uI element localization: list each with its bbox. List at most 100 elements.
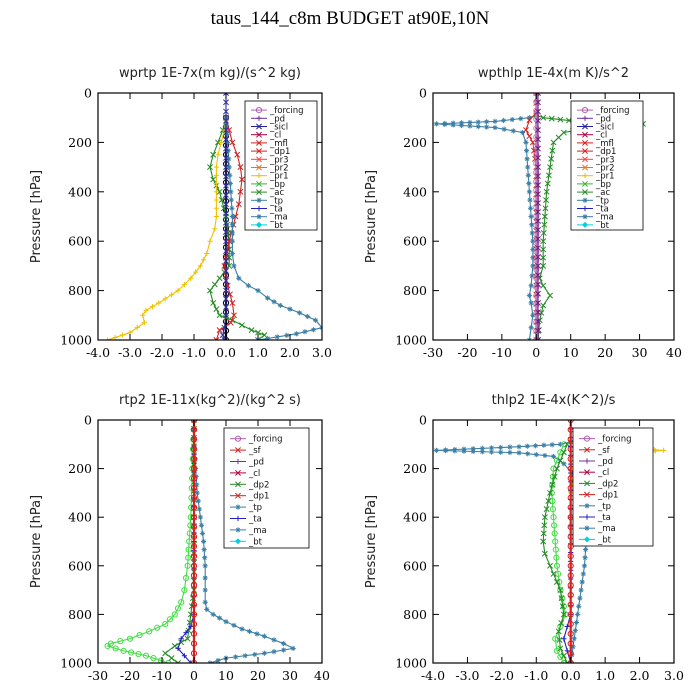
legend-marker xyxy=(256,156,262,163)
data-point xyxy=(190,494,198,501)
data-point xyxy=(223,295,229,302)
legend-marker xyxy=(256,115,262,121)
data-point xyxy=(202,587,208,593)
data-point xyxy=(242,653,248,659)
data-point xyxy=(190,650,198,657)
data-point xyxy=(541,221,548,228)
y-tick-label: 1000 xyxy=(60,333,92,348)
data-point xyxy=(535,299,541,306)
data-point xyxy=(190,630,198,637)
data-point xyxy=(231,263,237,269)
data-point xyxy=(528,325,534,331)
data-point xyxy=(248,327,255,334)
legend-marker xyxy=(256,197,262,203)
legend-marker xyxy=(584,503,590,509)
panel-title: wpthlp 1E-4x(m K)/s^2 xyxy=(478,66,629,81)
data-point xyxy=(223,248,229,255)
legend-label: _pr1 xyxy=(269,172,289,182)
data-point xyxy=(529,273,535,279)
data-point xyxy=(223,228,229,235)
data-point xyxy=(553,465,560,472)
data-point xyxy=(525,164,531,170)
data-point xyxy=(541,442,547,448)
x-tick-label: -20 xyxy=(120,668,140,683)
y-tick-label: 1000 xyxy=(395,333,427,348)
data-point xyxy=(535,164,541,171)
data-point xyxy=(190,504,198,511)
data-point xyxy=(567,572,574,579)
legend-marker xyxy=(582,156,588,163)
x-tick-label: -30 xyxy=(88,668,108,683)
y-tick-label: 200 xyxy=(403,135,427,150)
plot-frame xyxy=(97,92,323,341)
legend-marker xyxy=(256,131,262,138)
data-point xyxy=(223,191,229,198)
data-point xyxy=(190,455,198,462)
legend-marker xyxy=(235,458,241,465)
data-point xyxy=(178,636,184,642)
data-point xyxy=(223,99,229,106)
data-point xyxy=(567,601,574,608)
data-point xyxy=(223,154,229,161)
data-point xyxy=(313,317,319,323)
data-point xyxy=(535,218,541,224)
data-point xyxy=(274,334,280,340)
data-point xyxy=(492,124,498,131)
legend-label: _forcing xyxy=(597,435,632,445)
legend-label: _dp1 xyxy=(269,147,290,157)
data-point xyxy=(498,444,504,451)
y-tick-label: 400 xyxy=(68,510,92,525)
data-point xyxy=(237,188,244,195)
data-point xyxy=(547,164,554,171)
data-point xyxy=(185,546,192,553)
legend-label: _tp xyxy=(248,503,262,513)
data-point xyxy=(526,292,532,299)
data-point xyxy=(207,238,213,244)
data-point xyxy=(526,115,532,121)
data-point xyxy=(154,624,161,631)
y-tick-label: 600 xyxy=(403,558,427,573)
chart-panel-3: rtp2 1E-11x(kg^2)/(kg^2 s) Pressure [hPa]… xyxy=(29,393,330,683)
data-point xyxy=(467,123,473,129)
legend-label: _pr1 xyxy=(595,172,615,182)
data-point xyxy=(535,327,541,334)
data-point xyxy=(185,554,192,561)
x-tick-label: -10 xyxy=(152,668,172,683)
data-point xyxy=(535,127,541,134)
data-point xyxy=(175,660,181,663)
data-point xyxy=(488,445,495,451)
data-point xyxy=(223,164,229,171)
data-point xyxy=(467,119,473,126)
data-point xyxy=(202,599,208,605)
series-group xyxy=(105,93,322,340)
data-point xyxy=(550,465,557,472)
data-point xyxy=(535,117,541,124)
legend-marker xyxy=(256,148,262,155)
x-tick-label: 3.0 xyxy=(312,345,332,360)
data-point xyxy=(169,292,175,298)
data-point xyxy=(112,334,118,340)
legend-marker xyxy=(584,514,590,520)
data-point xyxy=(528,213,534,220)
data-point xyxy=(461,448,467,454)
data-point xyxy=(211,281,218,288)
y-tick-label: 0 xyxy=(84,413,92,428)
data-point xyxy=(150,655,157,662)
data-point xyxy=(528,300,534,306)
data-point xyxy=(127,649,135,656)
data-point xyxy=(223,219,229,226)
data-point xyxy=(560,441,567,448)
data-point xyxy=(548,489,555,496)
plot-frame xyxy=(432,92,675,341)
data-point xyxy=(190,562,198,569)
data-point xyxy=(223,238,229,245)
x-tick-label: -2.0 xyxy=(490,668,514,683)
data-point xyxy=(552,538,559,545)
data-point xyxy=(198,522,205,528)
data-point xyxy=(535,262,541,269)
data-point xyxy=(126,635,134,642)
data-point xyxy=(553,647,561,654)
legend-label: _cl xyxy=(597,468,609,478)
data-point xyxy=(210,151,217,158)
data-point xyxy=(235,201,242,208)
